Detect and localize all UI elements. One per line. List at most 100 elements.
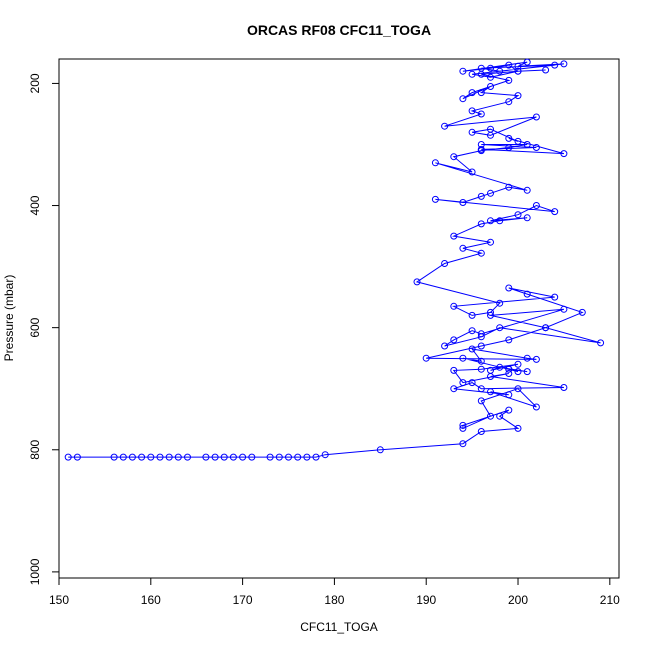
data-point <box>431 159 439 167</box>
x-tick-label: 170 <box>233 593 253 607</box>
data-point <box>165 453 173 461</box>
data-point <box>477 333 485 341</box>
data-point <box>229 453 237 461</box>
data-point <box>459 199 467 206</box>
data-point <box>441 260 449 267</box>
data-point <box>505 406 513 414</box>
data-point <box>523 141 531 148</box>
data-point <box>487 311 494 319</box>
data-point <box>560 60 568 68</box>
x-tick-label: 180 <box>324 593 344 607</box>
data-point <box>496 412 504 420</box>
data-point <box>487 366 494 374</box>
data-point <box>450 302 458 310</box>
data-point <box>514 424 522 432</box>
data-point <box>523 58 531 66</box>
data-point <box>441 122 449 130</box>
data-point <box>459 244 467 252</box>
data-point <box>459 354 467 362</box>
data-point <box>303 453 311 461</box>
data-point <box>321 451 329 459</box>
data-point <box>551 61 559 69</box>
data-point <box>147 453 155 461</box>
data-point <box>505 365 513 373</box>
data-point <box>496 217 504 225</box>
data-point <box>532 113 540 121</box>
data-point <box>487 388 494 396</box>
y-tick-label: 600 <box>28 317 42 337</box>
data-point <box>459 421 467 429</box>
y-tick-label: 1000 <box>28 558 42 585</box>
data-point <box>468 168 476 176</box>
data-point <box>477 192 485 200</box>
data-point <box>505 134 513 142</box>
data-point <box>450 232 458 240</box>
data-point <box>441 342 449 350</box>
x-tick-label: 190 <box>416 593 436 607</box>
data-point <box>431 195 439 203</box>
data-point <box>477 357 485 365</box>
data-point <box>477 397 485 405</box>
chart-title: ORCAS RF08 CFC11_TOGA <box>247 22 431 38</box>
data-point <box>505 144 513 151</box>
data-point <box>459 379 467 387</box>
data-point <box>459 424 467 432</box>
data-point <box>459 95 467 103</box>
y-axis-label: Pressure (mbar) <box>2 275 16 362</box>
data-point <box>468 327 476 335</box>
data-point <box>468 379 476 387</box>
data-point <box>422 354 430 362</box>
data-point <box>514 385 522 393</box>
data-point <box>477 330 485 338</box>
data-point <box>450 366 458 374</box>
data-point <box>468 128 476 136</box>
data-point <box>532 144 540 151</box>
data-point <box>73 453 81 461</box>
data-point <box>532 202 540 209</box>
data-point <box>487 73 494 81</box>
data-point <box>156 453 164 461</box>
data-point <box>505 370 513 377</box>
data-point <box>496 363 504 371</box>
data-point <box>523 368 531 376</box>
x-tick-label: 160 <box>141 593 161 607</box>
x-axis-label: CFC11_TOGA <box>300 620 378 634</box>
series-line <box>68 61 601 458</box>
data-point <box>505 98 513 106</box>
series-points <box>64 58 605 461</box>
data-point <box>477 220 485 228</box>
data-point <box>487 64 494 72</box>
data-point <box>560 150 568 158</box>
data-point <box>505 183 513 191</box>
data-point <box>459 67 467 75</box>
data-point <box>450 385 458 393</box>
x-axis: 150 160 170 180 190 200 210 <box>49 578 620 607</box>
data-point <box>468 311 476 319</box>
data-point <box>477 428 485 435</box>
data-point <box>450 336 458 344</box>
data-point <box>560 384 568 391</box>
data-point <box>505 61 513 69</box>
data-point <box>128 453 136 461</box>
data-point <box>597 339 605 347</box>
data-point <box>514 62 522 70</box>
data-point <box>560 305 568 313</box>
data-point <box>496 67 504 75</box>
data-point <box>523 214 531 222</box>
data-point <box>505 336 513 344</box>
data-point <box>523 290 531 298</box>
data-point <box>542 66 550 74</box>
data-point <box>523 354 531 362</box>
data-point <box>542 324 550 332</box>
data-point <box>138 453 146 461</box>
data-point <box>477 145 485 153</box>
x-tick-label: 210 <box>600 593 620 607</box>
data-point <box>496 299 504 307</box>
data-point <box>514 67 522 75</box>
data-point <box>468 345 476 353</box>
data-point <box>578 308 586 316</box>
data-point <box>514 211 522 219</box>
data-point <box>487 217 494 225</box>
data-point <box>487 308 494 316</box>
